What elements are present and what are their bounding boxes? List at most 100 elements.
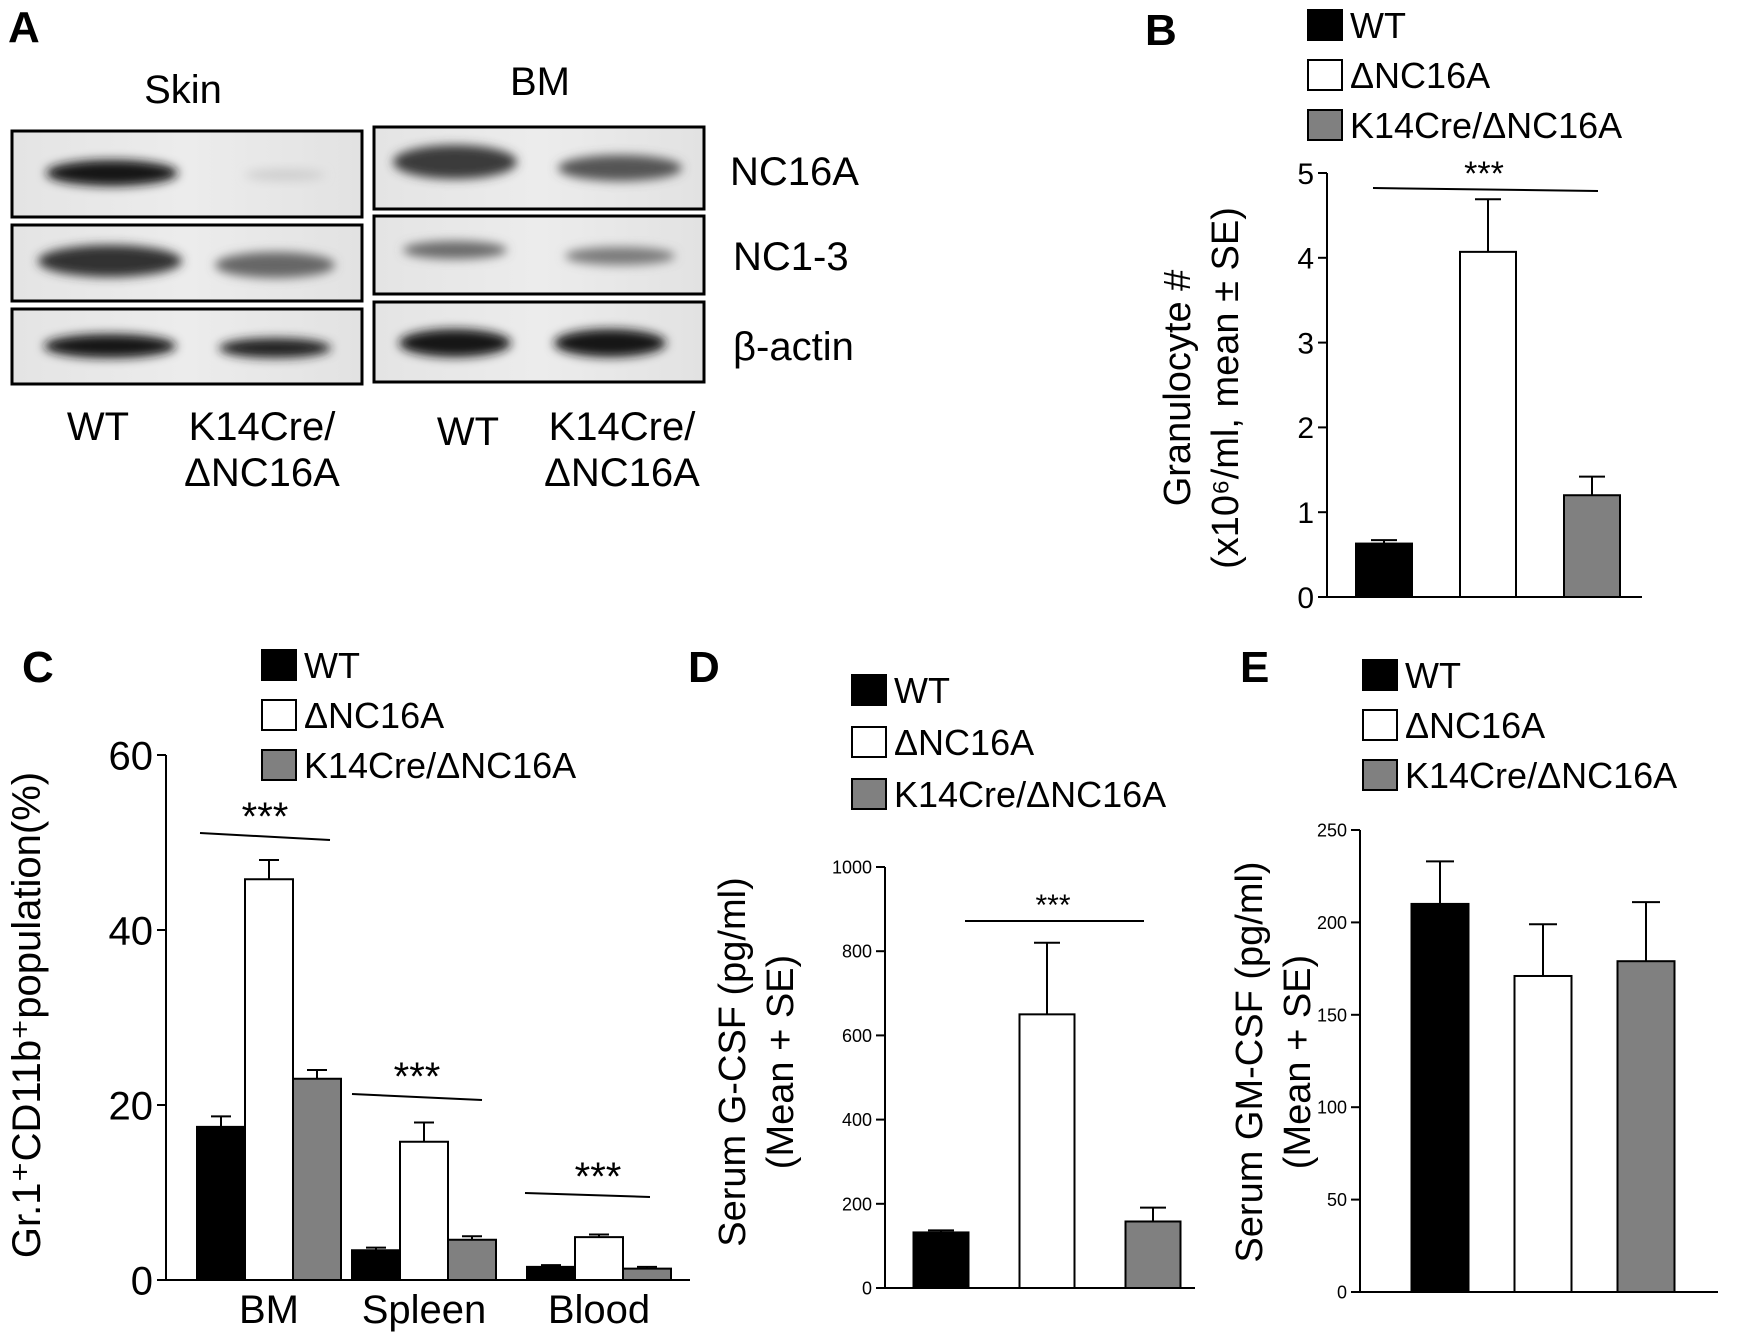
- legend-label-k14cre-nc16a: K14Cre/ΔNC16A: [1350, 105, 1622, 146]
- legend-swatch-k14cre-nc16a: [261, 749, 297, 781]
- legend-label-k14cre-nc16a: K14Cre/ΔNC16A: [1405, 755, 1677, 796]
- y-tick-label-800: 800: [842, 942, 872, 962]
- legend-swatch-k14cre-nc16a: [1362, 759, 1398, 791]
- legend-swatch-wt: [851, 674, 887, 706]
- bar-nc16a: [1459, 250, 1517, 598]
- chart-panel-c: C WT ΔNC16A K14Cre/ΔNC16A 0 20 40 60 BM Spleen Blo…: [5, 643, 690, 1332]
- legend-label-k14cre-nc16a: K14Cre/ΔNC16A: [894, 774, 1166, 815]
- bar-nc16a: [1513, 974, 1573, 1293]
- legend-swatch-nc16a: [1307, 59, 1343, 91]
- bar-blood-nc16a: [574, 1236, 624, 1281]
- bar-k14cre-nc16a: [1124, 1220, 1182, 1290]
- bar-k14cre-nc16a: [1563, 494, 1621, 598]
- panel-letter: D: [688, 643, 720, 692]
- blot-skin-beta-actin: [10, 307, 364, 386]
- panel-letter: C: [22, 643, 54, 692]
- bar-nc16a: [1018, 1013, 1076, 1289]
- significance-stars-spleen: ***: [394, 1055, 441, 1099]
- legend-swatch-wt: [1307, 9, 1343, 41]
- legend-swatch-k14cre-nc16a: [1307, 109, 1343, 141]
- y-tick-label-1000: 1000: [832, 857, 872, 877]
- bar-wt: [1355, 542, 1413, 598]
- y-tick-label-200: 200: [1317, 913, 1347, 933]
- bar-spleen-wt: [351, 1249, 401, 1281]
- panel-a: A Skin BM: [8, 3, 859, 495]
- y-tick-label-100: 100: [1317, 1098, 1347, 1118]
- lane-label-skin-k14cre: K14Cre/ΔNC16A: [184, 405, 340, 495]
- y-tick-label-1: 1: [1297, 497, 1314, 530]
- y-tick-label-40: 40: [109, 909, 154, 953]
- significance-stars-blood: ***: [575, 1155, 622, 1199]
- y-tick-label-600: 600: [842, 1026, 872, 1046]
- legend-swatch-nc16a: [851, 726, 887, 758]
- x-tick-label-bm: BM: [239, 1288, 299, 1332]
- lane-label-bm-wt: WT: [437, 410, 499, 454]
- bar-bm-nc16a: [244, 878, 294, 1281]
- legend-label-nc16a: ΔNC16A: [1405, 705, 1545, 746]
- panel-letter: B: [1145, 6, 1177, 55]
- y-tick-label-0: 0: [1297, 582, 1314, 615]
- y-tick-label-5: 5: [1297, 158, 1314, 191]
- lane-label-skin-wt: WT: [67, 405, 129, 449]
- panel-letter: E: [1240, 643, 1269, 692]
- bar-blood-k14cre-nc16a: [622, 1267, 672, 1281]
- blot-group-title-bm: BM: [510, 60, 570, 104]
- significance-stars-bm: ***: [242, 795, 289, 839]
- y-tick-label-2: 2: [1297, 412, 1314, 445]
- x-tick-label-blood: Blood: [548, 1288, 650, 1332]
- legend-label-wt: WT: [1350, 5, 1406, 46]
- bar-bm-wt: [196, 1125, 246, 1281]
- blot-bm-nc1-3: [372, 214, 706, 296]
- y-tick-label-400: 400: [842, 1110, 872, 1130]
- bar-spleen-nc16a: [399, 1140, 449, 1281]
- blot-bm-beta-actin: [372, 300, 706, 384]
- significance-line-blood: [524, 1192, 651, 1198]
- bar-bm-k14cre-nc16a: [292, 1077, 342, 1281]
- blot-row-label-beta-actin: β-actin: [733, 325, 854, 369]
- significance-stars: ***: [1035, 889, 1070, 922]
- significance-line-spleen: [351, 1093, 483, 1101]
- bar-wt: [1410, 902, 1470, 1293]
- y-tick-label-0: 0: [862, 1278, 872, 1298]
- blot-row-label-nc1-3: NC1-3: [733, 235, 849, 279]
- significance-stars: ***: [1464, 155, 1504, 193]
- panel-a-letter: A: [8, 3, 40, 52]
- chart-panel-e: E WT ΔNC16A K14Cre/ΔNC16A 0 50 100 150 200 250 Ser…: [1229, 643, 1718, 1302]
- legend-label-wt: WT: [894, 670, 950, 711]
- bar-wt: [912, 1231, 970, 1289]
- lane-label-bm-k14cre: K14Cre/ΔNC16A: [544, 405, 700, 495]
- legend-swatch-wt: [261, 649, 297, 681]
- legend-label-nc16a: ΔNC16A: [304, 695, 444, 736]
- y-axis-label: Gr.1⁺CD11b⁺population(%): [5, 772, 49, 1258]
- y-tick-label-150: 150: [1317, 1005, 1347, 1025]
- blot-row-label-nc16a: NC16A: [730, 150, 859, 194]
- legend-label-k14cre-nc16a: K14Cre/ΔNC16A: [304, 745, 576, 786]
- y-tick-label-4: 4: [1297, 243, 1314, 276]
- x-tick-label-spleen: Spleen: [362, 1288, 487, 1332]
- y-axis-label: Serum GM-CSF (pg/ml) (Mean + SE): [1229, 861, 1319, 1262]
- bar-blood-wt: [526, 1265, 576, 1281]
- bar-k14cre-nc16a: [1616, 960, 1676, 1293]
- legend-swatch-nc16a: [261, 699, 297, 731]
- y-tick-label-60: 60: [109, 734, 154, 778]
- legend-label-wt: WT: [1405, 655, 1461, 696]
- blot-skin-nc16a: [10, 129, 364, 219]
- bar-spleen-k14cre-nc16a: [447, 1238, 497, 1281]
- y-axis-label: Granulocyte # (x10⁶/ml, mean ± SE): [1157, 207, 1247, 569]
- legend-label-wt: WT: [304, 645, 360, 686]
- y-tick-label-20: 20: [109, 1084, 154, 1128]
- y-tick-label-250: 250: [1317, 820, 1347, 840]
- y-tick-label-50: 50: [1327, 1190, 1347, 1210]
- significance-line: [1372, 187, 1599, 192]
- y-axis-label: Serum G-CSF (pg/ml) (Mean + SE): [712, 877, 802, 1246]
- significance-line-bm: [199, 832, 331, 841]
- blot-skin-nc1-3: [10, 223, 364, 303]
- y-tick-label-0: 0: [1337, 1282, 1347, 1302]
- legend-swatch-wt: [1362, 659, 1398, 691]
- y-tick-label-200: 200: [842, 1194, 872, 1214]
- chart-panel-d: D WT ΔNC16A K14Cre/ΔNC16A 0 200 400 600 800 1000 *…: [688, 643, 1195, 1298]
- legend-label-nc16a: ΔNC16A: [894, 722, 1034, 763]
- legend-swatch-k14cre-nc16a: [851, 778, 887, 810]
- y-tick-label-0: 0: [131, 1259, 153, 1303]
